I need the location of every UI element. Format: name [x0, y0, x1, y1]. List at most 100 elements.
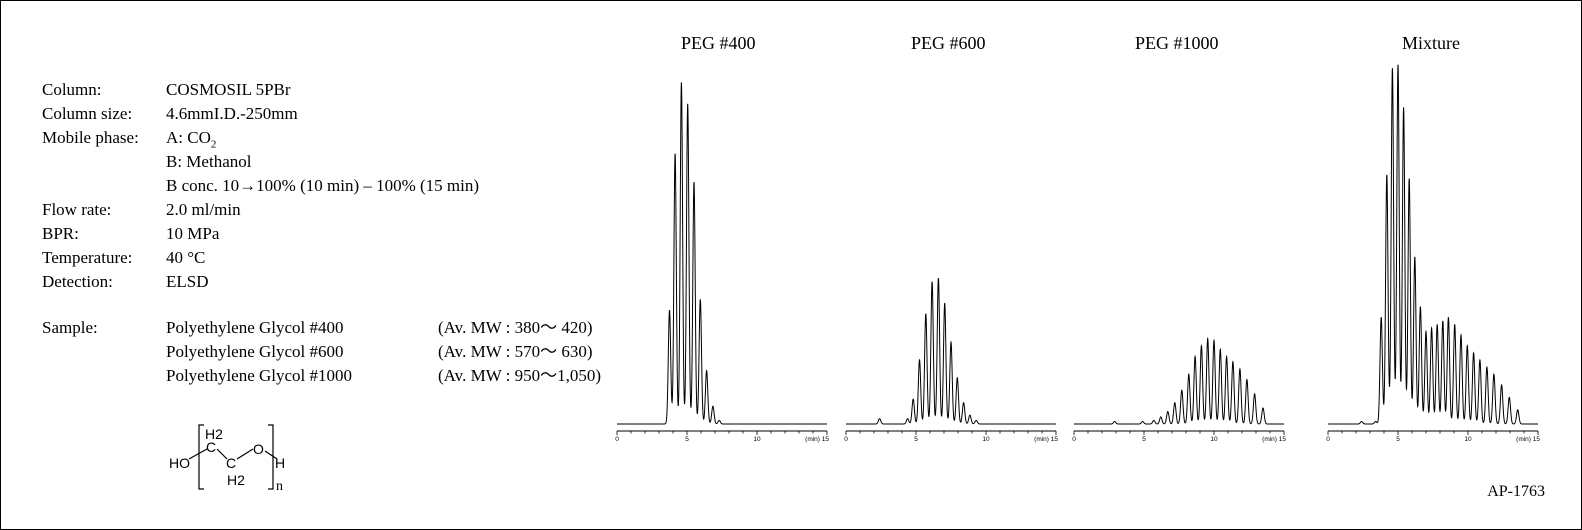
- atom-h2-bottom: H2: [227, 472, 245, 488]
- peak-point: [1442, 320, 1443, 321]
- bpr-value: 10 MPa: [166, 224, 220, 243]
- reference-code: AP-1763: [1487, 483, 1545, 500]
- peak-point: [1195, 356, 1196, 357]
- chromatogram-trace: [1074, 336, 1284, 425]
- mobile-phase-a-subscript: 2: [210, 138, 217, 151]
- peak-point: [681, 82, 682, 83]
- peak-point: [1473, 352, 1474, 353]
- bond-lines: [188, 448, 278, 460]
- peak-point: [1501, 384, 1502, 385]
- peak-point: [1239, 368, 1240, 369]
- peak-point: [969, 415, 970, 416]
- atom-h: H: [275, 455, 285, 471]
- peak-point: [706, 370, 707, 371]
- peak-point: [1153, 420, 1154, 421]
- temperature-value: 40 °C: [166, 248, 206, 267]
- chromatogram-panel: 0 5 10 (min) 15: [844, 278, 1058, 443]
- peak-point: [1167, 411, 1168, 412]
- mobile-phase-a: A: CO2: [166, 126, 216, 150]
- peak-point: [1493, 374, 1494, 375]
- peak-point: [1160, 416, 1161, 417]
- chromatogram-trace: [846, 278, 1056, 425]
- mobile-phase-a-text: A: CO: [166, 128, 211, 147]
- peak-point: [1437, 324, 1438, 325]
- peak-point: [1226, 356, 1227, 357]
- peak-point: [1397, 64, 1398, 65]
- peak-point: [963, 402, 964, 403]
- peak-point: [938, 278, 939, 279]
- x-tick-label: 0: [1326, 436, 1330, 443]
- peak-point: [1262, 407, 1263, 408]
- mobile-phase-b: B: Methanol: [166, 152, 252, 171]
- peak-point: [1486, 366, 1487, 367]
- peak-point: [1232, 361, 1233, 362]
- column-label: Column:: [42, 80, 102, 99]
- peak-point: [1246, 379, 1247, 380]
- atom-ho: HO: [169, 455, 190, 471]
- peak-point: [1414, 256, 1415, 257]
- sample-name: Polyethylene Glycol #400: [166, 318, 344, 337]
- peak-point: [1467, 345, 1468, 346]
- x-axis-unit-label: (min) 15: [805, 436, 829, 443]
- peak-point: [712, 406, 713, 407]
- peak-point: [932, 281, 933, 282]
- chromatogram-trace: [617, 82, 827, 425]
- peak-point: [907, 418, 908, 419]
- peak-point: [1448, 317, 1449, 318]
- peak-point: [1381, 317, 1382, 318]
- column-size-value: 4.6mmI.D.-250mm: [166, 104, 298, 123]
- column-size-label: Column size:: [42, 104, 133, 123]
- peak-point: [913, 399, 914, 400]
- bpr-label: BPR:: [42, 224, 79, 243]
- peak-point: [1220, 349, 1221, 350]
- peak-point: [1420, 306, 1421, 307]
- atom-o: O: [253, 441, 264, 457]
- peak-point: [925, 313, 926, 314]
- sample-label: Sample:: [42, 318, 98, 337]
- peak-point: [1392, 68, 1393, 69]
- repeat-n: n: [276, 479, 283, 494]
- sample-mw: (Av. MW : 570～ 630): [438, 342, 593, 361]
- peak-point: [1425, 331, 1426, 332]
- x-tick-label: 10: [1210, 436, 1218, 443]
- peak-point: [1254, 393, 1255, 394]
- peak-point: [1454, 324, 1455, 325]
- x-axis-unit-label: (min) 15: [1516, 436, 1540, 443]
- peak-point: [957, 377, 958, 378]
- peak-point: [1386, 174, 1387, 175]
- peak-point: [1142, 421, 1143, 422]
- peak-point: [1403, 107, 1404, 108]
- x-tick-label: 5: [1396, 436, 1400, 443]
- flow-rate-label: Flow rate:: [42, 200, 112, 219]
- chart-title: Mixture: [1402, 33, 1460, 53]
- peak-point: [669, 310, 670, 311]
- x-tick-label: 10: [753, 436, 761, 443]
- sample-name: Polyethylene Glycol #600: [166, 342, 344, 361]
- atom-h2-top: H2: [205, 426, 223, 442]
- chart-title: PEG #600: [911, 33, 986, 53]
- detection-label: Detection:: [42, 272, 113, 291]
- chromatogram-panel: 0 5 10 (min) 15: [1326, 64, 1540, 443]
- peak-point: [687, 103, 688, 104]
- peak-point: [1375, 421, 1376, 422]
- peak-point: [1174, 402, 1175, 403]
- peak-point: [1409, 178, 1410, 179]
- x-axis-unit-label: (min) 15: [1034, 436, 1058, 443]
- chart-title: PEG #400: [681, 33, 756, 53]
- chart-title: PEG #1000: [1135, 33, 1219, 53]
- sample-name: Polyethylene Glycol #1000: [166, 366, 353, 385]
- x-axis-unit-label: (min) 15: [1262, 436, 1286, 443]
- peak-point: [719, 420, 720, 421]
- atom-c2: C: [226, 455, 236, 471]
- peak-point: [1114, 421, 1115, 422]
- peak-point: [1181, 390, 1182, 391]
- x-tick-label: 10: [1464, 436, 1472, 443]
- peak-point: [1201, 345, 1202, 346]
- flow-rate-value: 2.0 ml/min: [166, 200, 241, 219]
- peak-point: [944, 302, 945, 303]
- peak-point: [1188, 374, 1189, 375]
- peak-point: [700, 299, 701, 300]
- peak-point: [1213, 340, 1214, 341]
